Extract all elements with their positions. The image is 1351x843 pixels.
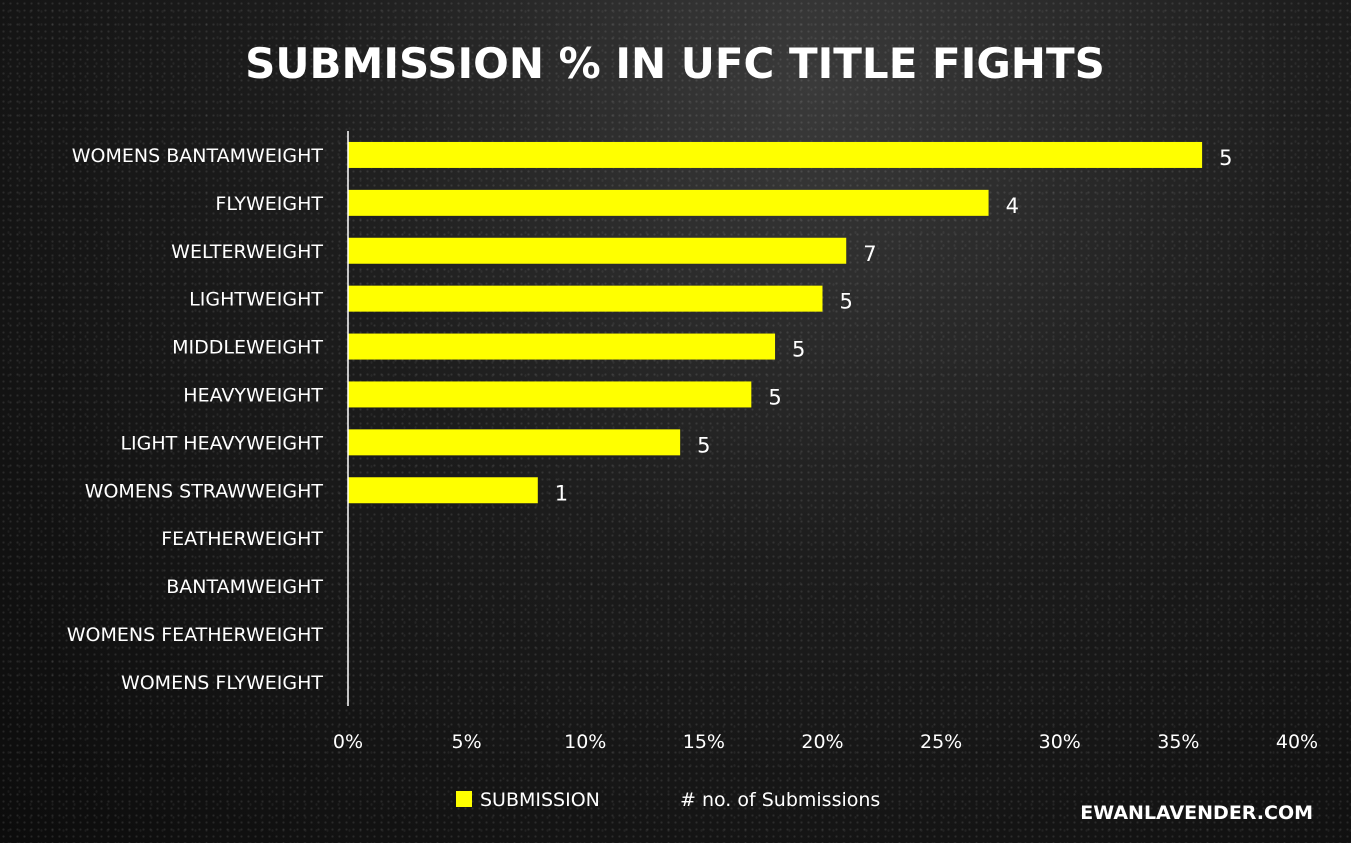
bar [348, 141, 1203, 168]
data-label: 5 [840, 290, 853, 314]
data-label: 5 [768, 385, 781, 409]
legend-swatch-submission [456, 791, 472, 807]
x-tick-label: 25% [920, 731, 962, 753]
category-label: LIGHTWEIGHT [189, 289, 323, 311]
data-label: 5 [1219, 146, 1232, 170]
x-tick-label: 10% [564, 731, 606, 753]
legend-label-submission: SUBMISSION [480, 789, 600, 811]
category-label: WOMENS STRAWWEIGHT [85, 480, 324, 502]
bar [348, 285, 823, 312]
bar [348, 477, 538, 504]
category-label: LIGHT HEAVYWEIGHT [120, 432, 323, 454]
legend: SUBMISSION # no. of Submissions [456, 789, 880, 811]
x-tick-label: 40% [1276, 731, 1318, 753]
bar [348, 381, 752, 408]
category-label: HEAVYWEIGHT [183, 384, 323, 406]
x-tick-label: 35% [1157, 731, 1199, 753]
category-label: FEATHERWEIGHT [161, 528, 323, 550]
category-label: WOMENS FEATHERWEIGHT [67, 624, 324, 646]
x-tick-label: 30% [1039, 731, 1081, 753]
legend-label-submission-count: # no. of Submissions [680, 789, 880, 811]
category-label: BANTAMWEIGHT [166, 576, 323, 598]
data-label: 4 [1006, 194, 1019, 218]
bar [348, 237, 847, 264]
data-label: 1 [555, 481, 568, 505]
bars [348, 141, 1203, 504]
x-tick-label: 0% [333, 731, 363, 753]
category-label: FLYWEIGHT [215, 193, 323, 215]
category-label: WOMENS BANTAMWEIGHT [72, 145, 324, 167]
x-tick-label: 5% [452, 731, 482, 753]
x-tick-labels: 0% 5% 10% 15% 20% 25% 30% 35% 40% [333, 731, 1318, 753]
bar [348, 333, 776, 360]
data-label: 7 [863, 242, 876, 266]
site-credit: EWANLAVENDER.COM [1080, 802, 1313, 824]
x-tick-label: 20% [801, 731, 843, 753]
bar [348, 429, 681, 456]
x-tick-label: 15% [683, 731, 725, 753]
data-label: 5 [792, 338, 805, 362]
bar [348, 189, 989, 216]
category-label: WOMENS FLYWEIGHT [121, 672, 323, 694]
chart-title: SUBMISSION % IN UFC TITLE FIGHTS [245, 39, 1105, 88]
category-labels: WOMENS BANTAMWEIGHT FLYWEIGHT WELTERWEIGHT… [67, 145, 324, 694]
category-label: MIDDLEWEIGHT [172, 337, 323, 359]
category-label: WELTERWEIGHT [171, 241, 323, 263]
data-label: 5 [697, 433, 710, 457]
